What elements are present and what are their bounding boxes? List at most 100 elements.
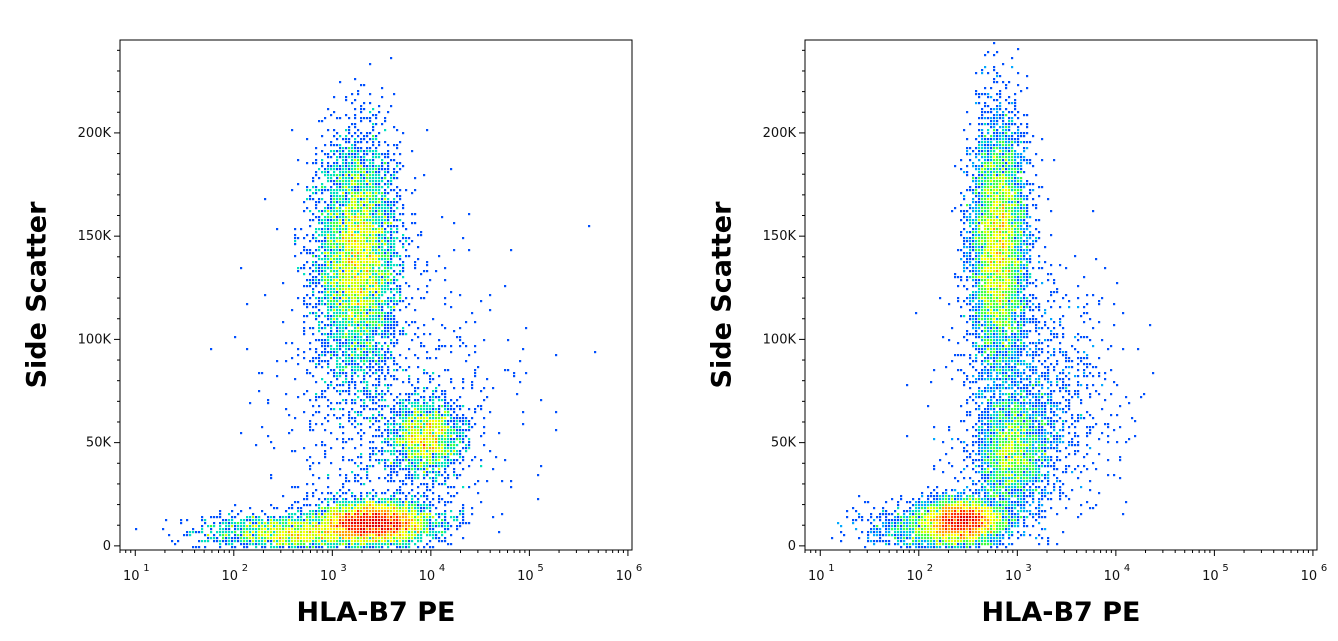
density-point [336,522,339,525]
density-point [363,222,366,225]
density-point [1002,315,1005,318]
density-point [363,228,366,231]
density-point [468,408,471,411]
density-point [372,498,375,501]
density-point [291,486,294,489]
density-point [438,474,441,477]
density-point [1008,324,1011,327]
density-point [351,216,354,219]
density-point [426,525,429,528]
density-point [372,267,375,270]
density-point [327,243,330,246]
density-point [354,327,357,330]
density-point [1008,213,1011,216]
density-point [390,519,393,522]
density-point [429,375,432,378]
density-point [357,297,360,300]
density-point [189,531,192,534]
density-point [345,381,348,384]
density-point [294,228,297,231]
density-point [396,228,399,231]
density-point [336,543,339,546]
density-point [300,519,303,522]
density-point [384,249,387,252]
density-point [408,237,411,240]
density-point [984,309,987,312]
density-point [999,213,1002,216]
density-point [297,510,300,513]
density-point [360,327,363,330]
density-point [363,225,366,228]
density-point [393,213,396,216]
density-point [987,153,990,156]
density-point [261,528,264,531]
density-point [375,393,378,396]
density-point [393,336,396,339]
density-point [414,450,417,453]
density-point [351,201,354,204]
density-point [282,519,285,522]
density-point [981,291,984,294]
density-point [339,117,342,120]
density-point [432,492,435,495]
density-point [423,525,426,528]
density-point [372,537,375,540]
density-point [999,294,1002,297]
density-point [1017,213,1020,216]
density-point [321,219,324,222]
density-point [354,420,357,423]
density-point [336,513,339,516]
density-point [315,285,318,288]
density-point [393,270,396,273]
density-point [333,288,336,291]
density-point [426,372,429,375]
density-point [435,420,438,423]
density-point [312,252,315,255]
density-point [240,528,243,531]
density-point [243,537,246,540]
density-point [267,534,270,537]
density-point [303,531,306,534]
density-point [393,144,396,147]
density-point [261,519,264,522]
density-point [339,303,342,306]
density-point [375,321,378,324]
density-point [354,537,357,540]
density-point [384,213,387,216]
density-point [327,351,330,354]
density-point [327,504,330,507]
density-point [1002,195,1005,198]
density-point [201,519,204,522]
density-point [372,303,375,306]
density-point [1014,261,1017,264]
density-point [333,501,336,504]
density-point [327,306,330,309]
density-point [996,321,999,324]
density-point [399,408,402,411]
density-point [327,513,330,516]
density-point [399,240,402,243]
density-point [357,141,360,144]
density-point [444,531,447,534]
density-point [318,543,321,546]
density-point [393,282,396,285]
density-point [402,543,405,546]
density-point [210,528,213,531]
density-point [387,225,390,228]
density-point [978,150,981,153]
density-point [297,528,300,531]
density-point [996,297,999,300]
density-point [360,528,363,531]
density-point [372,324,375,327]
density-point [990,291,993,294]
density-point [432,471,435,474]
density-point [369,180,372,183]
density-point [399,330,402,333]
density-point [378,249,381,252]
density-point [240,510,243,513]
density-point [336,156,339,159]
density-point [222,534,225,537]
density-point [441,456,444,459]
density-point [447,501,450,504]
density-point [369,213,372,216]
